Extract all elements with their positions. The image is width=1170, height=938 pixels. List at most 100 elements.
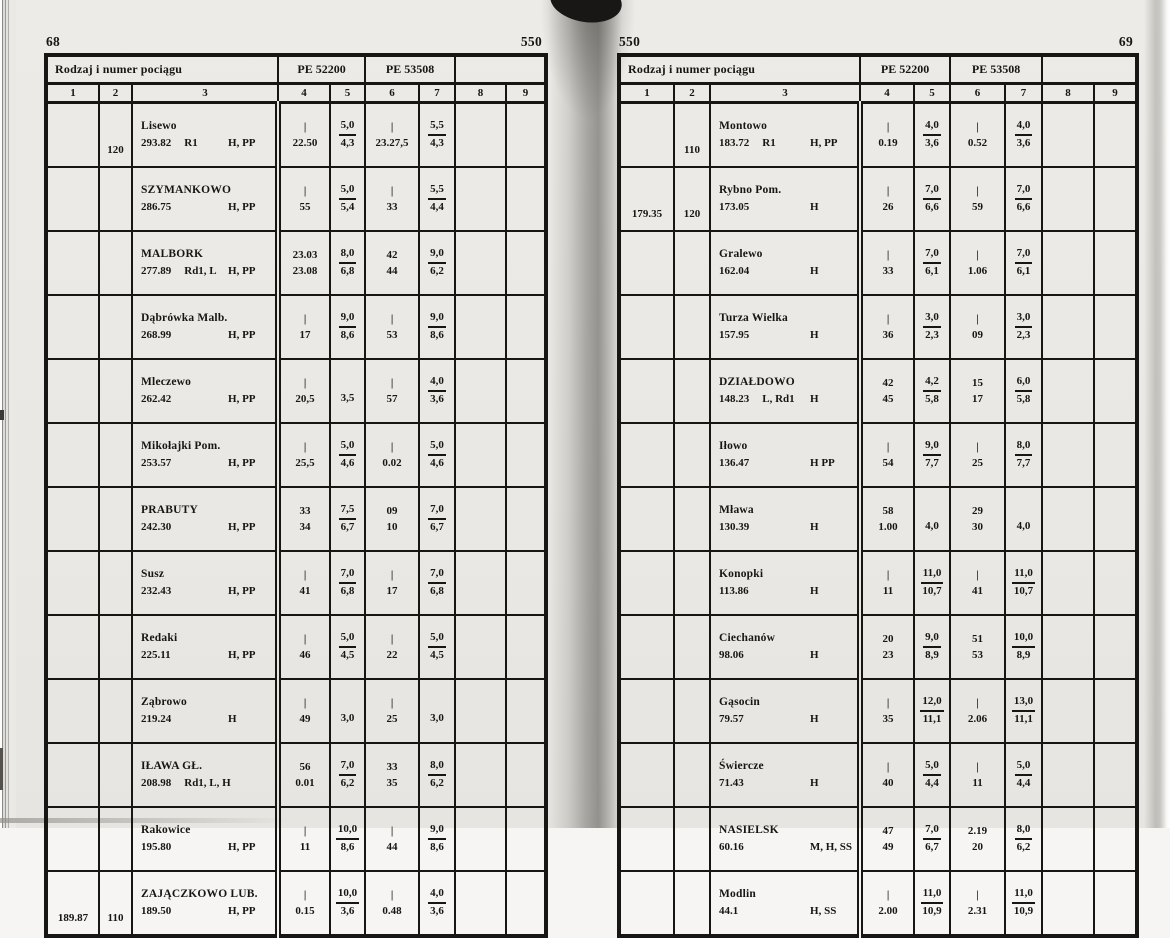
branch-km: 120 [107, 144, 124, 156]
train1-runtime-cell: 7,0 6,6 [913, 166, 952, 232]
station-subline: 268.99 H, PP [141, 329, 270, 342]
train2-runtime-bottom: 10,7 [1013, 585, 1034, 597]
station-row: IŁAWA GŁ. 208.98 Rd1, L, H 56 0.01 7,0 6,2 … [45, 742, 548, 808]
train2-runtime-top: 11,0 [1012, 567, 1035, 584]
train1-departure: 41 [299, 585, 311, 597]
empty-cell-9 [505, 101, 548, 168]
train2-time-cell: | 59 [949, 166, 1007, 232]
cumulative-km-cell [45, 806, 100, 872]
empty-cell-8 [454, 230, 508, 296]
column-number: 8 [1041, 82, 1096, 104]
empty-cell-8 [1041, 166, 1096, 232]
station-name: Lisewo [141, 120, 177, 132]
train2-arrival: | [976, 313, 979, 325]
station-name: ZAJĄCZKOWO LUB. [141, 888, 258, 900]
train2-runtime-top: 9,0 [428, 247, 446, 264]
station-row: Ciechanów 98.06 H 20 23 9,0 8,9 51 53 10,0 8,… [618, 614, 1139, 680]
station-km: 71.43 [719, 777, 744, 789]
train2-arrival: 09 [386, 505, 398, 517]
empty-cell-9 [505, 678, 548, 744]
station-cell: Mława 130.39 H [708, 486, 864, 552]
train2-time-cell: 51 53 [949, 614, 1007, 680]
train1-arrival: 20 [882, 633, 894, 645]
station-km: 157.95 [719, 329, 750, 341]
station-name: NASIELSK [719, 824, 779, 836]
table-number: 550 [520, 34, 542, 49]
station-features: H [810, 585, 819, 597]
train2-time-cell: | 44 [364, 806, 421, 872]
train1-runtime-top: 8,0 [338, 247, 357, 264]
train1-runtime-top: 7,5 [338, 503, 357, 520]
cumulative-km-cell [45, 678, 100, 744]
train2-runtime-bottom: 4,0 [1016, 520, 1031, 532]
empty-cell-9 [1093, 230, 1139, 296]
column-number: 1 [618, 82, 675, 104]
branch-km-cell [673, 614, 711, 680]
station-subline: 293.82 R1 H, PP [141, 137, 270, 150]
train1-departure: 0.19 [878, 137, 898, 149]
cumulative-km-cell [45, 550, 100, 616]
train1-runtime-top: 11,0 [920, 887, 944, 904]
train2-runtime-bottom: 3,6 [430, 393, 444, 405]
station-features: H, PP [228, 265, 256, 277]
station-km: 60.16 [719, 841, 744, 853]
station-features: H, SS [810, 905, 837, 917]
station-features: H [810, 713, 819, 725]
train1-time-cell: | 22.50 [277, 101, 332, 168]
empty-cell-8 [454, 870, 508, 937]
station-row: DZIAŁDOWO 148.23 L, Rd1 H 42 45 4,2 5,8 15 17… [618, 358, 1139, 424]
train1-runtime-top: 7,0 [923, 823, 941, 840]
station-name: Świercze [719, 760, 764, 772]
train2-runtime-cell: 4,0 [1004, 486, 1044, 552]
empty-cell-9 [1093, 614, 1139, 680]
train1-departure: 34 [299, 521, 311, 533]
station-features: H PP [810, 457, 835, 469]
train2-time-cell: | 23.27,5 [364, 101, 421, 168]
column-number: 9 [1093, 82, 1139, 104]
train1-departure: 49 [299, 713, 311, 725]
train2-runtime-bottom: 6,8 [430, 585, 444, 597]
empty-cell-8 [454, 101, 508, 168]
cumulative-km-cell [45, 166, 100, 232]
station-subline: 157.95 H [719, 329, 852, 342]
train2-runtime-cell: 8,0 6,2 [1004, 806, 1044, 872]
train1-runtime-cell: 5,0 4,5 [329, 614, 367, 680]
empty-cell-8 [454, 550, 508, 616]
train2-departure: 25 [972, 457, 984, 469]
train1-runtime-cell: 9,0 8,6 [329, 294, 367, 360]
train1-runtime-bottom: 10,9 [922, 905, 942, 917]
train2-runtime-bottom: 8,6 [430, 841, 444, 853]
train1-runtime-top: 7,0 [338, 759, 357, 776]
train1-runtime-bottom: 4,4 [925, 777, 939, 789]
train1-arrival: | [886, 249, 890, 261]
train2-departure: 0.48 [382, 905, 402, 917]
train1-arrival: | [886, 697, 890, 709]
train1-runtime-bottom: 3,0 [340, 712, 355, 724]
station-subline: 225.11 H, PP [141, 649, 270, 662]
train1-time-cell: 23.03 23.08 [277, 230, 332, 296]
train1-runtime-cell: 9,0 8,9 [913, 614, 952, 680]
cumulative-km-cell [618, 742, 675, 808]
train2-time-cell: | 1.06 [949, 230, 1007, 296]
train2-runtime-cell: 7,0 6,8 [418, 550, 457, 616]
cumulative-km: 179.35 [631, 208, 663, 220]
train1-runtime-bottom: 4,0 [925, 520, 939, 532]
train2-time-cell: 29 30 [949, 486, 1007, 552]
train1-arrival: | [886, 313, 890, 325]
station-cell: Rybno Pom. 173.05 H [708, 166, 864, 232]
station-subline: 208.98 Rd1, L, H [141, 777, 270, 790]
station-name: Ciechanów [719, 632, 776, 644]
branch-km-cell [673, 678, 711, 744]
empty-cell-9 [505, 422, 548, 488]
train2-runtime-top: 13,0 [1011, 695, 1036, 712]
train2-runtime-bottom: 6,2 [430, 777, 444, 789]
station-row: Gąsocin 79.57 H | 35 12,0 11,1 | 2.06 13,0 11… [618, 678, 1139, 744]
station-km: 173.05 [719, 201, 750, 213]
train2-time-cell: | 2.06 [949, 678, 1007, 744]
empty-cell-8 [1041, 101, 1096, 168]
train2-runtime-top: 6,0 [1014, 375, 1033, 392]
station-cell: Redaki 225.11 H, PP [130, 614, 282, 680]
station-features: H, PP [228, 585, 256, 597]
station-row: Turza Wielka 157.95 H | 36 3,0 2,3 | 09 3,0 2… [618, 294, 1139, 360]
station-name: Mława [719, 504, 754, 516]
